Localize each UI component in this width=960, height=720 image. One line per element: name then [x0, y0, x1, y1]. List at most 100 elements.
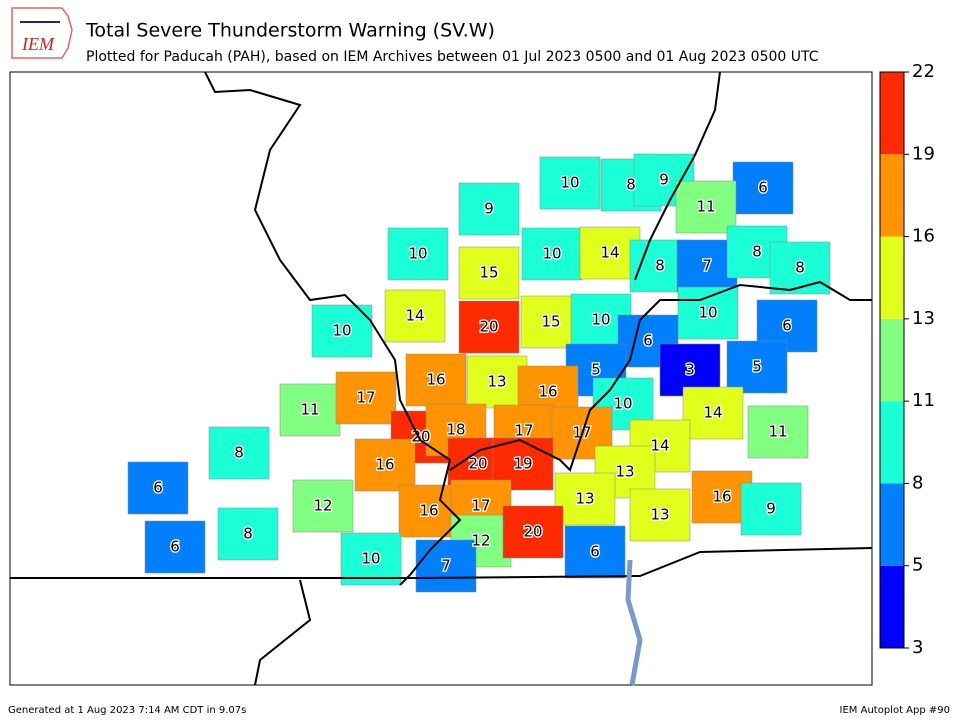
county-label: 14 [650, 437, 669, 455]
county [415, 539, 477, 593]
county-label: 6 [782, 317, 792, 335]
county [677, 286, 739, 340]
colorbar-tick-label: 13 [912, 308, 935, 329]
county-label: 14 [600, 244, 619, 262]
county-label: 10 [591, 311, 610, 329]
county [144, 520, 206, 574]
logo-text: IEM [21, 34, 55, 54]
county-label: 13 [575, 490, 594, 508]
county-label: 5 [752, 358, 762, 376]
county [398, 484, 460, 538]
county [279, 383, 341, 437]
county-label: 12 [313, 497, 332, 515]
footer-right: IEM Autoplot App #90 [840, 705, 950, 716]
county-label: 10 [332, 322, 351, 340]
logo: IEM [11, 7, 73, 59]
river [625, 559, 643, 686]
colorbar-band [880, 154, 904, 237]
county-label: 14 [703, 404, 722, 422]
title: Total Severe Thunderstorm Warning (SV.W) [85, 20, 495, 42]
county-label: 15 [479, 264, 498, 282]
colorbar-frame [879, 71, 905, 649]
county [682, 386, 744, 440]
colorbar-tick-label: 19 [912, 143, 935, 164]
county-label: 12 [471, 532, 490, 550]
colorbar-band [880, 318, 904, 402]
county [629, 488, 691, 542]
county-label: 16 [426, 371, 445, 389]
county-label: 11 [696, 198, 715, 216]
county [127, 461, 189, 515]
county-label: 11 [300, 401, 319, 419]
county-label: 7 [441, 557, 451, 575]
colorbar-tick-label: 8 [912, 472, 923, 493]
county [458, 300, 520, 354]
county [521, 227, 583, 281]
colorbar-band [880, 565, 904, 648]
county-label: 18 [446, 421, 465, 439]
colorbar-band [880, 401, 904, 484]
colorbar-tick-label: 16 [912, 226, 935, 247]
colorbar-band [880, 236, 904, 319]
county-label: 3 [685, 361, 695, 379]
county-label: 8 [243, 525, 253, 543]
county-label: 8 [795, 259, 805, 277]
colorbar-band [880, 483, 904, 566]
county-label: 14 [405, 307, 424, 325]
colorbar-tick-label: 5 [912, 555, 923, 576]
county-label: 16 [538, 383, 557, 401]
county-label: 6 [643, 332, 653, 350]
county [311, 304, 373, 358]
county [405, 353, 467, 407]
county-label: 13 [650, 506, 669, 524]
county [466, 355, 528, 409]
colorbar-tick-label: 11 [912, 390, 935, 411]
colorbar-band [880, 72, 904, 155]
county [675, 180, 737, 234]
county [458, 246, 520, 300]
county [539, 156, 601, 210]
county-label: 6 [170, 538, 180, 556]
county-label: 17 [356, 389, 375, 407]
colorbar: 3 5 8 11 13 16 19 22 [879, 61, 935, 658]
county [502, 505, 564, 559]
county-label: 13 [487, 373, 506, 391]
county [217, 507, 279, 561]
county-label: 9 [659, 171, 669, 189]
county [740, 482, 802, 536]
colorbar-tick-label: 22 [912, 61, 935, 82]
county [384, 289, 446, 343]
county [458, 182, 520, 236]
county-label: 8 [626, 176, 636, 194]
county-label: 6 [758, 179, 768, 197]
state-borders [10, 71, 873, 686]
county-label: 5 [591, 361, 601, 379]
county [335, 371, 397, 425]
subtitle: Plotted for Paducah (PAH), based on IEM … [86, 49, 819, 65]
county-label: 10 [560, 174, 579, 192]
county [387, 227, 449, 281]
county [747, 405, 809, 459]
county-label: 20 [468, 455, 487, 473]
county-label: 16 [375, 456, 394, 474]
county [340, 532, 402, 586]
county-label: 8 [234, 444, 244, 462]
county [564, 525, 626, 579]
county-label: 13 [615, 463, 634, 481]
colorbar-tick-label: 3 [912, 637, 923, 658]
county [726, 340, 788, 394]
county-label: 10 [542, 245, 561, 263]
county-label: 11 [768, 423, 787, 441]
county [208, 426, 270, 480]
footer-left: Generated at 1 Aug 2023 7:14 AM CDT in 9… [8, 705, 246, 716]
county [732, 161, 794, 215]
county-label: 10 [698, 304, 717, 322]
county-label: 9 [484, 200, 494, 218]
county-label: 6 [153, 479, 163, 497]
county-label: 20 [479, 318, 498, 336]
county-label: 20 [523, 523, 542, 541]
county-label: 17 [514, 422, 533, 440]
county-label: 8 [655, 257, 665, 275]
county-label: 10 [361, 550, 380, 568]
